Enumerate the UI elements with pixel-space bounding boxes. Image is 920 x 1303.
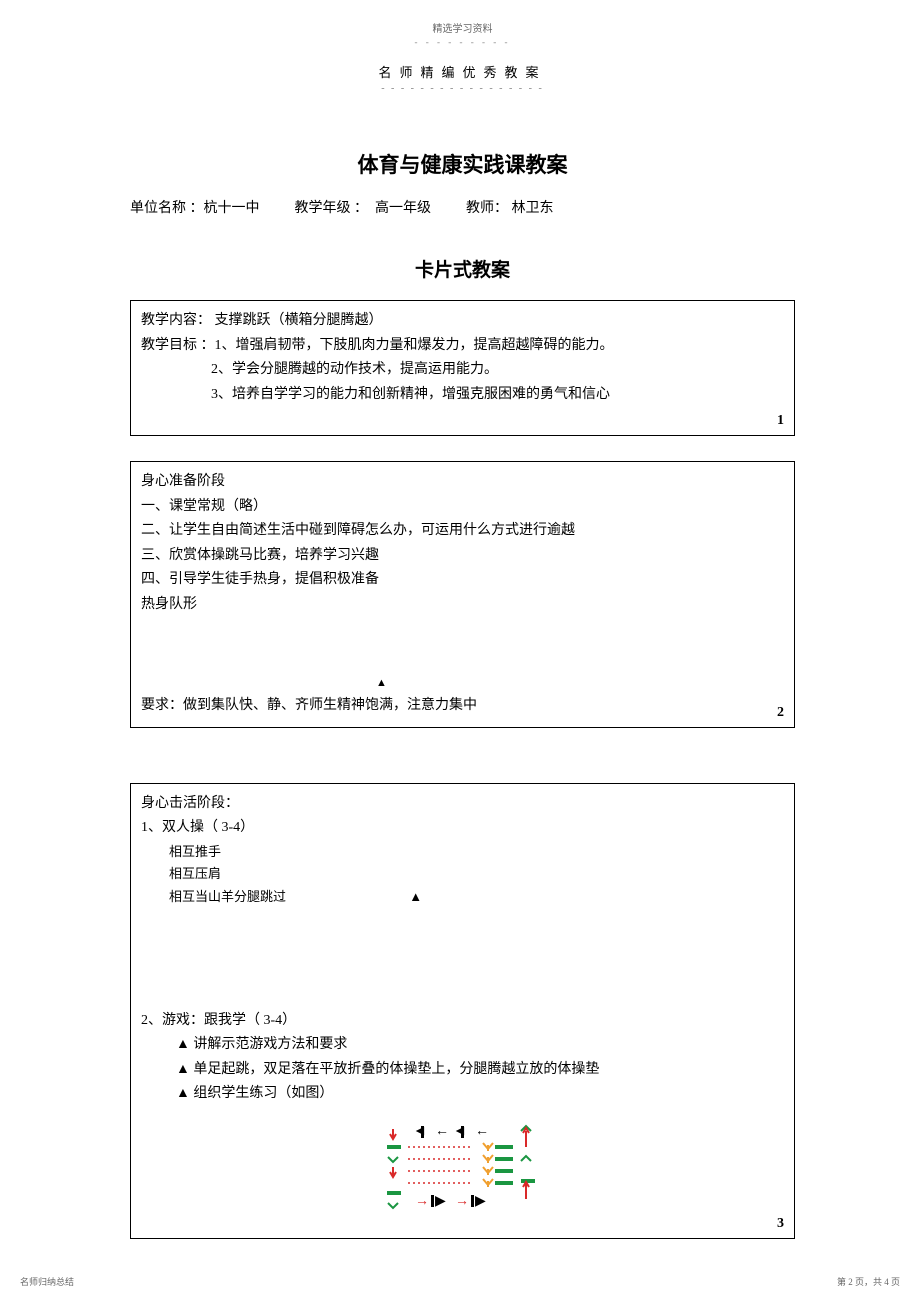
- unit-label: 单位名称 ：: [130, 201, 204, 216]
- card-2: 身心准备阶段 一、课堂常规（略） 二、让学生自由简述生活中碰到障碍怎么办，可运用…: [130, 461, 795, 728]
- card-title: 卡片式教案: [130, 255, 795, 282]
- goal-label: 教学目标 ：: [141, 338, 215, 353]
- svg-text:◄: ◄: [413, 1124, 427, 1139]
- svg-text:→: →: [415, 1194, 429, 1209]
- triangle-icon: ▲: [409, 889, 422, 904]
- card-3: 身心击活阶段： 1、双人操（ 3-4） 相互推手 相互压肩 相互当山羊分腿跳过 …: [130, 783, 795, 1239]
- card3-sec1-title: 1、双人操（ 3-4）: [141, 816, 784, 841]
- card2-req: 要求：做到集队快、静、齐师生精神饱满，注意力集中: [141, 694, 784, 719]
- teacher-info: 教师： 林卫东: [466, 197, 554, 217]
- sub-header-left: 名师精编: [378, 65, 462, 80]
- svg-text:←: ←: [435, 1124, 449, 1139]
- game-diagram: ◄ ← ◄ ←: [141, 1117, 784, 1222]
- goal1: 1、增强肩韧带，下肢肌肉力量和爆发力，提高超越障碍的能力。: [215, 338, 614, 353]
- card1-num: 1: [777, 413, 784, 429]
- teacher-label: 教师：: [466, 201, 508, 216]
- unit-value: 杭十一中: [204, 201, 260, 216]
- card3-sec2-c: ▲ 组织学生练习（如图）: [141, 1082, 784, 1107]
- teacher-value: 林卫东: [512, 201, 554, 216]
- card1-content: 教学内容： 支撑跳跃（横箱分腿腾越）: [141, 309, 784, 334]
- dotted-line: - - - - - - - - -: [130, 37, 795, 47]
- card2-line3: 三、欣赏体操跳马比赛，培养学习兴趣: [141, 544, 784, 569]
- grade-value: 高一年级: [375, 201, 431, 216]
- content-value: 支撑跳跃（横箱分腿腾越）: [215, 313, 383, 328]
- dashed-underline: - - - - - - - - - - - - - - - - -: [130, 83, 795, 94]
- card1-goal-label-line: 教学目标 ：1、增强肩韧带，下肢肌肉力量和爆发力，提高超越障碍的能力。: [141, 334, 784, 359]
- card3-sec1-b: 相互压肩: [141, 863, 784, 886]
- content-label: 教学内容：: [141, 313, 211, 328]
- card3-sec1-a: 相互推手: [141, 841, 784, 864]
- triangle-marker: ▲: [376, 677, 784, 689]
- grade-label: 教学年级 ：: [295, 201, 369, 216]
- svg-text:→: →: [455, 1194, 469, 1209]
- card3-num: 3: [777, 1216, 784, 1232]
- info-line: 单位名称 ：杭十一中 教学年级 ： 高一年级 教师： 林卫东: [130, 197, 795, 217]
- svg-text:◄: ◄: [453, 1124, 467, 1139]
- card3-sec1-c: 相互当山羊分腿跳过 ▲: [141, 886, 784, 909]
- unit-info: 单位名称 ：杭十一中: [130, 197, 260, 217]
- card2-num: 2: [777, 705, 784, 721]
- sec1-c-text: 相互当山羊分腿跳过: [169, 889, 286, 904]
- card1-goal3: 3、培养自学学习的能力和创新精神，增强克服困难的勇气和信心: [141, 383, 784, 408]
- footer-right: 第 2 页，共 4 页: [837, 1275, 900, 1288]
- sub-header-right: 优秀教案: [463, 65, 547, 80]
- card2-line1: 一、课堂常规（略）: [141, 495, 784, 520]
- card3-sec2-b: ▲ 单足起跳，双足落在平放折叠的体操垫上，分腿腾越立放的体操垫: [141, 1058, 784, 1083]
- top-header: 精选学习资料: [130, 20, 795, 35]
- footer-left: 名师归纳总结: [20, 1275, 74, 1288]
- card1-goal2: 2、学会分腿腾越的动作技术，提高运用能力。: [141, 358, 784, 383]
- sub-header: 名师精编优秀教案: [130, 62, 795, 81]
- card2-line5: 热身队形: [141, 593, 784, 618]
- main-title: 体育与健康实践课教案: [130, 149, 795, 179]
- card2-line4: 四、引导学生徒手热身，提倡积极准备: [141, 568, 784, 593]
- card-1: 教学内容： 支撑跳跃（横箱分腿腾越） 教学目标 ：1、增强肩韧带，下肢肌肉力量和…: [130, 300, 795, 436]
- svg-text:▶: ▶: [435, 1194, 446, 1209]
- card3-sec2-title: 2、游戏：跟我学（ 3-4）: [141, 1009, 784, 1034]
- svg-text:▶: ▶: [475, 1194, 486, 1209]
- card2-line2: 二、让学生自由简述生活中碰到障碍怎么办，可运用什么方式进行逾越: [141, 519, 784, 544]
- card2-title: 身心准备阶段: [141, 470, 784, 495]
- card3-title: 身心击活阶段：: [141, 792, 784, 817]
- card3-sec2-a: ▲ 讲解示范游戏方法和要求: [141, 1033, 784, 1058]
- svg-text:←: ←: [475, 1124, 489, 1139]
- grade-info: 教学年级 ： 高一年级: [295, 197, 432, 217]
